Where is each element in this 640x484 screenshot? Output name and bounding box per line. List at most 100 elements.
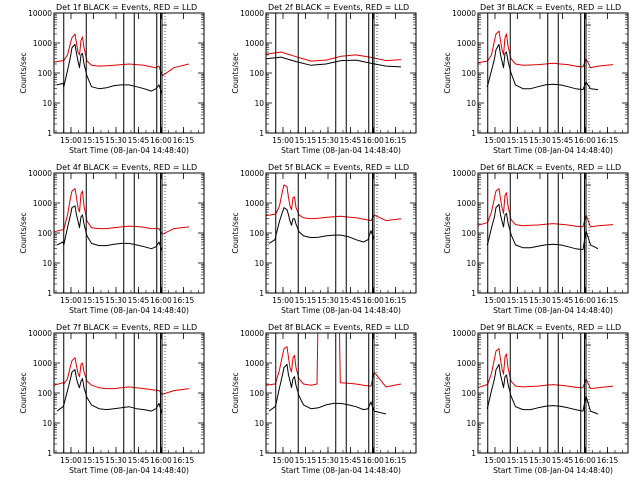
y-tick-label: 10	[254, 99, 264, 108]
y-tick-label: 1000	[33, 359, 52, 368]
y-tick-label: 10000	[240, 329, 264, 338]
x-tick-label: 15:45	[552, 456, 574, 465]
x-axis-label: Start Time (08-Jan-04 14:48:40)	[69, 146, 189, 155]
x-tick-label: 15:45	[552, 136, 574, 145]
x-tick-label: 15:30	[317, 296, 339, 305]
y-axis-label: Counts/sec	[19, 52, 28, 93]
marker-bracket	[373, 333, 379, 346]
y-tick-label: 1000	[457, 359, 476, 368]
y-tick-label: 1000	[33, 199, 52, 208]
panel-title: Det 4f BLACK = Events, RED = LLD	[56, 163, 197, 172]
plot-frame	[265, 332, 417, 454]
y-tick-label: 100	[250, 389, 265, 398]
x-tick-label: 16:00	[150, 136, 172, 145]
y-tick-label: 100	[250, 69, 265, 78]
x-tick-label: 15:30	[317, 456, 339, 465]
y-tick-label: 1	[47, 449, 52, 458]
marker-bracket	[161, 13, 167, 26]
y-tick-label: 1	[259, 289, 264, 298]
detector-panel-4: Det 4f BLACK = Events, RED = LLD 1 10 100 10…	[19, 163, 205, 315]
lld-series-line	[477, 188, 614, 228]
y-tick-label: 10000	[452, 329, 476, 338]
x-axis-label: Start Time (08-Jan-04 14:48:40)	[493, 306, 613, 315]
y-tick-label: 10	[466, 259, 476, 268]
marker-bracket	[585, 333, 591, 346]
y-tick-label: 10000	[240, 169, 264, 178]
x-tick-label: 15:15	[507, 456, 529, 465]
x-tick-label: 15:15	[83, 136, 105, 145]
y-tick-label: 1	[47, 129, 52, 138]
y-tick-label: 10	[466, 99, 476, 108]
lld-series-line	[265, 51, 402, 62]
y-tick-label: 1000	[245, 39, 264, 48]
x-tick-label: 15:00	[484, 456, 506, 465]
x-tick-label: 16:15	[173, 456, 195, 465]
x-tick-label: 15:15	[507, 296, 529, 305]
y-axis-label: Counts/sec	[19, 212, 28, 253]
x-tick-label: 15:45	[340, 296, 362, 305]
marker-bracket	[373, 173, 379, 186]
lld-series-line	[477, 348, 614, 390]
y-tick-label: 10	[42, 419, 52, 428]
marker-bracket	[161, 333, 167, 346]
x-tick-label: 15:00	[484, 136, 506, 145]
events-series-line	[268, 363, 387, 415]
x-axis-label: Start Time (08-Jan-04 14:48:40)	[281, 306, 401, 315]
x-axis-label: Start Time (08-Jan-04 14:48:40)	[493, 146, 613, 155]
detector-panel-8: Det 8f BLACK = Events, RED = LLD 1 10 100 10…	[231, 323, 417, 475]
x-tick-label: 15:00	[272, 136, 294, 145]
events-series-line	[56, 43, 163, 95]
x-tick-label: 15:00	[60, 456, 82, 465]
x-tick-label: 15:30	[317, 136, 339, 145]
x-tick-label: 16:00	[150, 456, 172, 465]
detector-panel-3: Det 3f BLACK = Events, RED = LLD 1 10 100 10…	[443, 3, 629, 155]
events-series-line	[268, 207, 375, 244]
x-tick-label: 16:00	[574, 136, 596, 145]
y-axis-label: Counts/sec	[231, 372, 240, 413]
events-series-line	[486, 43, 599, 91]
y-tick-label: 100	[462, 69, 477, 78]
x-tick-label: 15:00	[272, 296, 294, 305]
x-tick-label: 15:45	[340, 456, 362, 465]
y-tick-label: 10	[466, 419, 476, 428]
events-series-line	[486, 203, 599, 251]
x-tick-label: 15:30	[105, 456, 127, 465]
x-tick-label: 16:00	[362, 296, 384, 305]
x-tick-label: 15:30	[529, 456, 551, 465]
y-tick-label: 1000	[245, 199, 264, 208]
x-tick-label: 16:15	[385, 296, 407, 305]
x-tick-label: 15:00	[484, 296, 506, 305]
x-tick-label: 15:30	[529, 296, 551, 305]
marker-bracket	[161, 173, 167, 186]
lld-series-line	[53, 188, 190, 235]
y-tick-label: 1000	[457, 199, 476, 208]
x-tick-label: 15:45	[128, 136, 150, 145]
lld-series-line	[53, 33, 190, 77]
x-tick-label: 16:00	[362, 456, 384, 465]
plot-frame	[53, 12, 205, 134]
lld-series-line	[265, 184, 402, 222]
y-tick-label: 1	[471, 449, 476, 458]
detector-panel-2: Det 2f BLACK = Events, RED = LLD 1 10 100 10…	[231, 3, 417, 155]
marker-bracket	[585, 173, 591, 186]
y-tick-label: 1	[47, 289, 52, 298]
y-axis-label: Counts/sec	[443, 212, 452, 253]
panel-title: Det 9f BLACK = Events, RED = LLD	[480, 323, 621, 332]
x-tick-label: 16:15	[597, 136, 619, 145]
y-tick-label: 1000	[33, 39, 52, 48]
x-axis-label: Start Time (08-Jan-04 14:48:40)	[281, 466, 401, 475]
detector-panel-6: Det 6f BLACK = Events, RED = LLD 1 10 100 10…	[443, 163, 629, 315]
y-tick-label: 10000	[452, 169, 476, 178]
lld-series-line	[265, 332, 402, 388]
x-tick-label: 15:00	[60, 136, 82, 145]
y-tick-label: 10000	[28, 169, 52, 178]
y-axis-label: Counts/sec	[443, 52, 452, 93]
y-tick-label: 1000	[245, 359, 264, 368]
y-axis-label: Counts/sec	[19, 372, 28, 413]
x-tick-label: 16:00	[574, 456, 596, 465]
panel-title: Det 8f BLACK = Events, RED = LLD	[268, 323, 409, 332]
x-tick-label: 15:15	[83, 456, 105, 465]
x-tick-label: 15:15	[507, 136, 529, 145]
